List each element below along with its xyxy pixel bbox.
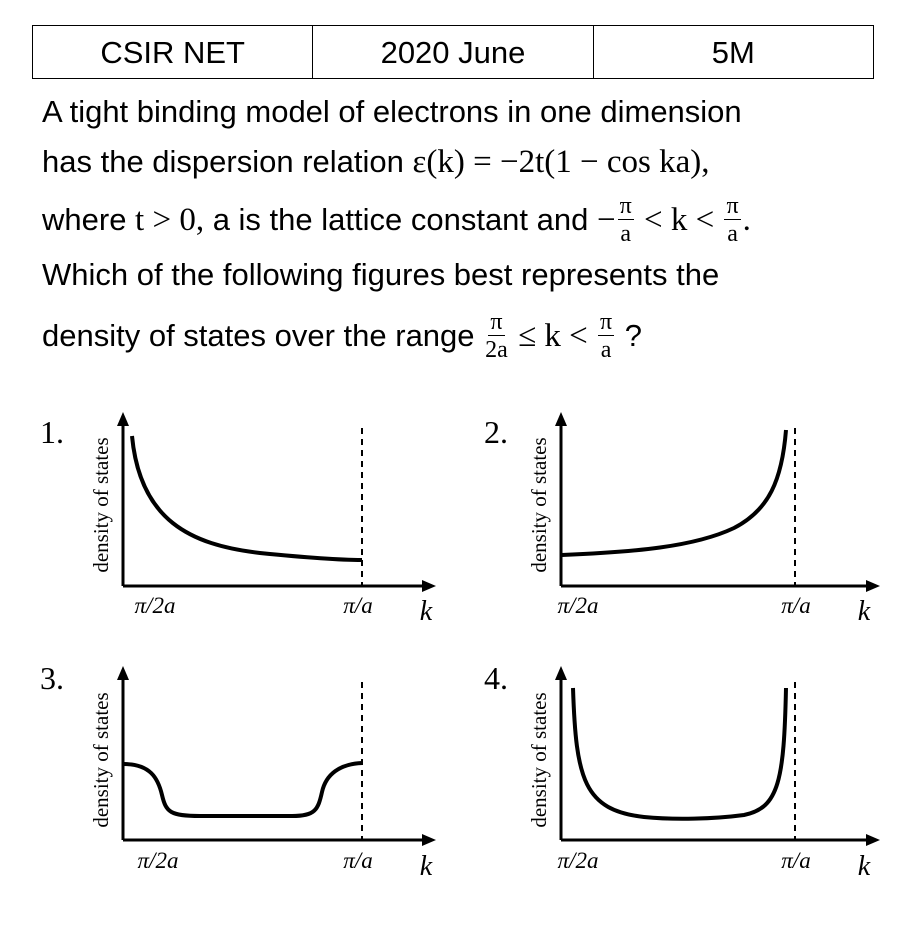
x-axis-arrow [422,834,436,846]
question-line-3-text-a: where [42,202,136,238]
dos-curve [130,435,363,562]
x-tick-left: π/2a [135,593,176,618]
question-line-3: where t > 0, a is the lattice constant a… [42,193,751,248]
range-inequality: ≤ k < [509,318,597,355]
y-axis-label: density of states [89,692,113,827]
option-2[interactable]: 2. density of states π/2a π/a k [484,410,894,630]
option-4-label: 4. [484,660,508,696]
option-2-graph: density of states π/2a π/a k [527,412,880,627]
x-axis-label: k [858,596,871,627]
y-axis-arrow [555,412,567,426]
y-axis-arrow [117,666,129,680]
y-axis-label: density of states [89,437,113,572]
x-tick-right: π/a [781,848,810,873]
x-tick-right: π/a [343,593,372,618]
option-4[interactable]: 4. density of states π/2a π/a k [484,660,894,890]
option-1[interactable]: 1. density of states π/2a π/a k [40,410,450,630]
header-session: 2020 June [313,26,594,78]
x-tick-left: π/2a [558,593,599,618]
question-line-1: A tight binding model of electrons in on… [42,94,742,129]
header-exam: CSIR NET [33,26,314,78]
option-3-label: 3. [40,660,64,696]
question-line-2: has the dispersion relation ε(k) = −2t(1… [42,146,709,179]
x-axis-label: k [420,851,433,882]
dos-curve [561,429,788,557]
header-marks: 5M [711,35,755,70]
x-axis-label: k [420,596,433,627]
option-4-graph: density of states π/2a π/a k [527,666,880,882]
period: . [742,202,751,239]
k-inequality: < k < [635,202,723,239]
y-axis-arrow [555,666,567,680]
header-table: CSIR NET 2020 June 5M [32,25,874,79]
x-tick-left: π/2a [138,848,179,873]
minus-sign: − [596,202,616,239]
option-2-label: 2. [484,414,508,450]
x-tick-right: π/a [343,848,372,873]
option-3[interactable]: 3. density of states π/2a π/a k [40,660,450,890]
x-tick-right: π/a [781,593,810,618]
x-tick-left: π/2a [558,848,599,873]
question-line-5-text: density of states over the range [42,318,484,354]
y-axis-arrow [117,412,129,426]
x-axis-arrow [866,580,880,592]
option-1-label: 1. [40,414,64,450]
y-axis-label: density of states [527,692,551,827]
question-line-5: density of states over the range π 2a ≤ k… [42,309,643,364]
dos-curve [123,761,363,818]
question-line-2-text: has the dispersion relation [42,144,413,179]
fraction-pi-over-2a: π 2a [485,309,508,363]
x-axis-label: k [858,851,871,882]
t-condition: t > 0, [135,202,205,239]
question-line-3-text-b: a is the lattice constant and [204,202,597,238]
dispersion-relation: ε(k) = −2t(1 − cos ka), [412,144,710,180]
y-axis-label: density of states [527,437,551,572]
option-1-graph: density of states π/2a π/a k [89,412,436,627]
question-line-4: Which of the following figures best repr… [42,257,720,292]
option-3-graph: density of states π/2a π/a k [89,666,436,882]
x-axis-arrow [866,834,880,846]
question-mark: ? [616,318,643,354]
x-axis-arrow [422,580,436,592]
dos-curve [571,687,788,821]
